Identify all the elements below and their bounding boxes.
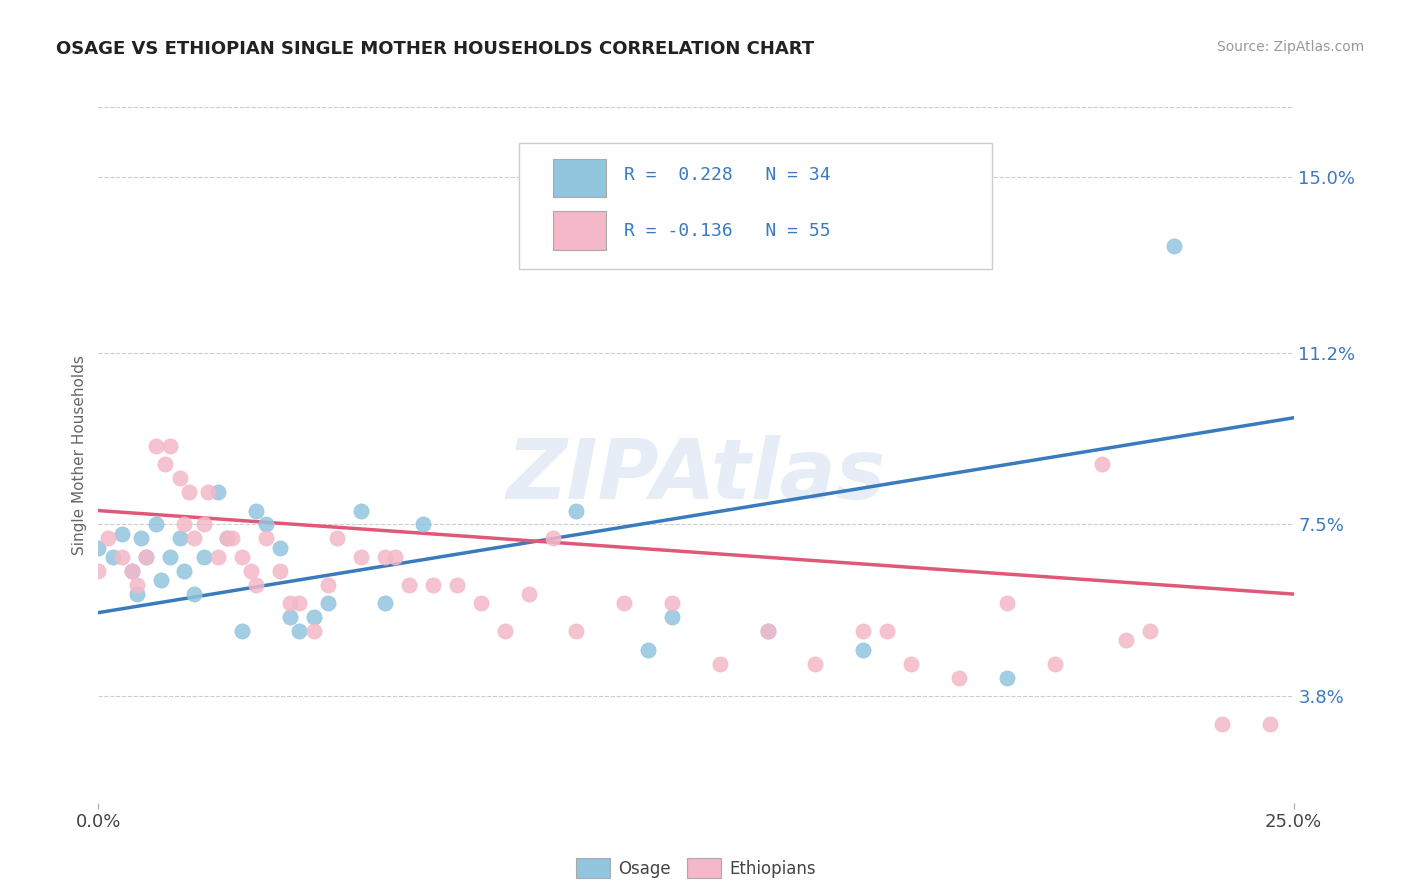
Point bbox=[288, 596, 311, 610]
Text: R = -0.136   N = 55: R = -0.136 N = 55 bbox=[624, 222, 831, 240]
Point bbox=[278, 610, 301, 624]
Point bbox=[948, 671, 970, 685]
Point bbox=[159, 439, 181, 453]
Point bbox=[125, 587, 148, 601]
Point bbox=[1258, 717, 1281, 731]
Point bbox=[852, 642, 875, 657]
Point bbox=[1115, 633, 1137, 648]
Point bbox=[173, 517, 195, 532]
Point bbox=[565, 503, 588, 517]
Point bbox=[149, 573, 172, 587]
Point bbox=[494, 624, 516, 639]
Point bbox=[288, 624, 311, 639]
Point bbox=[254, 532, 277, 546]
Point bbox=[87, 541, 110, 555]
Point bbox=[398, 578, 420, 592]
Point bbox=[97, 532, 120, 546]
FancyBboxPatch shape bbox=[553, 159, 606, 197]
Point bbox=[316, 596, 339, 610]
Point bbox=[350, 503, 373, 517]
Point bbox=[350, 549, 373, 564]
Point bbox=[804, 657, 827, 671]
Point bbox=[269, 564, 291, 578]
Point bbox=[183, 532, 205, 546]
Point bbox=[207, 485, 229, 500]
Point bbox=[221, 532, 243, 546]
Legend: Osage, Ethiopians: Osage, Ethiopians bbox=[569, 851, 823, 885]
Point bbox=[169, 532, 191, 546]
Point bbox=[1163, 239, 1185, 253]
Point bbox=[245, 578, 267, 592]
Point bbox=[169, 471, 191, 485]
FancyBboxPatch shape bbox=[553, 211, 606, 250]
Point bbox=[145, 439, 167, 453]
Point bbox=[1211, 717, 1233, 731]
Point bbox=[269, 541, 291, 555]
Point bbox=[541, 532, 564, 546]
Point bbox=[470, 596, 492, 610]
Point bbox=[155, 457, 177, 471]
Point bbox=[217, 532, 239, 546]
Point bbox=[1091, 457, 1114, 471]
Point bbox=[565, 624, 588, 639]
Point bbox=[135, 549, 157, 564]
Point bbox=[183, 587, 205, 601]
Point bbox=[637, 642, 659, 657]
Point bbox=[173, 564, 195, 578]
Point bbox=[131, 532, 153, 546]
Point bbox=[125, 578, 148, 592]
Point bbox=[900, 657, 922, 671]
Point bbox=[159, 549, 181, 564]
Point bbox=[1043, 657, 1066, 671]
Point bbox=[240, 564, 263, 578]
Point bbox=[995, 596, 1018, 610]
Point bbox=[316, 578, 339, 592]
Y-axis label: Single Mother Households: Single Mother Households bbox=[72, 355, 87, 555]
Point bbox=[517, 587, 540, 601]
Point bbox=[101, 549, 124, 564]
Point bbox=[111, 526, 134, 541]
Point bbox=[756, 624, 779, 639]
Point bbox=[661, 596, 683, 610]
Point bbox=[121, 564, 143, 578]
Point bbox=[245, 503, 267, 517]
Point bbox=[412, 517, 434, 532]
Point bbox=[111, 549, 134, 564]
Point bbox=[135, 549, 157, 564]
Point bbox=[995, 671, 1018, 685]
Text: ZIPAtlas: ZIPAtlas bbox=[506, 435, 886, 516]
Text: OSAGE VS ETHIOPIAN SINGLE MOTHER HOUSEHOLDS CORRELATION CHART: OSAGE VS ETHIOPIAN SINGLE MOTHER HOUSEHO… bbox=[56, 40, 814, 58]
Point bbox=[87, 564, 110, 578]
Point bbox=[374, 596, 396, 610]
Point bbox=[756, 624, 779, 639]
Point bbox=[145, 517, 167, 532]
Point bbox=[326, 532, 349, 546]
Point bbox=[278, 596, 301, 610]
Text: Source: ZipAtlas.com: Source: ZipAtlas.com bbox=[1216, 40, 1364, 54]
Text: R =  0.228   N = 34: R = 0.228 N = 34 bbox=[624, 166, 831, 185]
Point bbox=[197, 485, 219, 500]
Point bbox=[231, 624, 253, 639]
Point bbox=[384, 549, 406, 564]
Point bbox=[302, 624, 325, 639]
Point bbox=[254, 517, 277, 532]
Point bbox=[193, 549, 215, 564]
Point bbox=[374, 549, 396, 564]
Point bbox=[217, 532, 239, 546]
Point bbox=[121, 564, 143, 578]
Point bbox=[179, 485, 201, 500]
FancyBboxPatch shape bbox=[519, 144, 993, 269]
Point bbox=[231, 549, 253, 564]
Point bbox=[613, 596, 636, 610]
Point bbox=[876, 624, 898, 639]
Point bbox=[302, 610, 325, 624]
Point bbox=[446, 578, 468, 592]
Point bbox=[193, 517, 215, 532]
Point bbox=[852, 624, 875, 639]
Point bbox=[709, 657, 731, 671]
Point bbox=[1139, 624, 1161, 639]
Point bbox=[661, 610, 683, 624]
Point bbox=[422, 578, 444, 592]
Point bbox=[207, 549, 229, 564]
